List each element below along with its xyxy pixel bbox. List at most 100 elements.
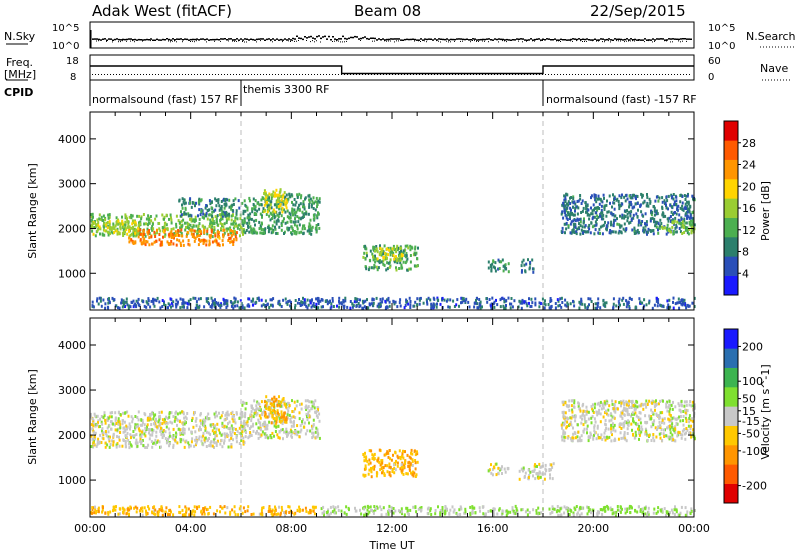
scatter-cell-3 xyxy=(389,474,392,478)
scatter-cell-1 xyxy=(245,431,247,434)
scatter-cell-2 xyxy=(284,419,287,423)
scatter-cell-3 xyxy=(367,462,370,466)
noise-sample xyxy=(420,38,422,40)
scatter-cell-0 xyxy=(166,416,169,420)
scatter-cell-10 xyxy=(605,203,608,207)
scatter-cell-12 xyxy=(371,298,374,302)
scatter-cell-0 xyxy=(235,434,238,438)
scatter-cell-2 xyxy=(282,397,285,401)
scatter-cell-10 xyxy=(653,206,656,210)
scatter-cell-4 xyxy=(497,466,500,470)
scatter-cell-3 xyxy=(388,449,391,452)
nave-sample xyxy=(179,74,180,75)
scatter-cell-1 xyxy=(139,232,142,236)
noise-sample xyxy=(230,38,232,40)
scatter-cell-12 xyxy=(685,306,688,310)
nave-sample xyxy=(233,74,234,75)
scatter-cell-10 xyxy=(586,230,589,234)
nave-sample xyxy=(158,74,159,75)
scatter-cell-10 xyxy=(675,225,678,229)
scatter-cell-10 xyxy=(585,230,587,234)
scatter-cell-3 xyxy=(392,453,394,457)
nave-sample xyxy=(569,74,570,75)
noise-sample xyxy=(372,37,374,39)
scatter-cell-4 xyxy=(297,220,300,224)
scatter-cell-0 xyxy=(184,228,187,232)
scatter-cell-4 xyxy=(491,467,494,471)
scatter-cell-10 xyxy=(676,207,679,211)
scatter-cell-10 xyxy=(588,223,591,227)
scatter-cell-1 xyxy=(206,229,209,233)
scatter-cell-2 xyxy=(276,403,279,407)
nave-sample xyxy=(239,74,240,75)
scatter-cell-11 xyxy=(676,220,679,224)
scatter-cell-10 xyxy=(688,216,691,220)
scatter-cell-0 xyxy=(242,436,245,440)
scatter-cell-12 xyxy=(588,303,590,307)
scatter-cell-10 xyxy=(642,201,645,205)
scatter-cell-10 xyxy=(683,217,686,221)
scatter-cell-10 xyxy=(606,199,608,203)
scatter-cell-10 xyxy=(581,199,584,203)
scatter-cell-12 xyxy=(97,302,100,306)
scatter-cell-1 xyxy=(231,230,234,233)
nave-sample xyxy=(476,74,477,75)
scatter-cell-6 xyxy=(375,265,378,269)
nave-sample xyxy=(563,74,564,75)
scatter-cell-4 xyxy=(302,224,304,228)
scatter-cell-10 xyxy=(628,203,631,207)
scatter-cell-1 xyxy=(281,422,284,426)
nave-sample xyxy=(200,74,201,75)
scatter-cell-3 xyxy=(382,469,385,473)
scatter-cell-4 xyxy=(243,199,246,203)
scatter-cell-12 xyxy=(99,296,102,300)
scatter-cell-0 xyxy=(174,417,177,421)
scatter-cell-5 xyxy=(274,210,277,214)
scatter-cell-12 xyxy=(429,298,432,302)
scatter-cell-12 xyxy=(485,297,488,301)
scatter-cell-10 xyxy=(579,197,582,201)
scatter-cell-1 xyxy=(315,409,318,413)
scatter-cell-10 xyxy=(576,212,579,216)
scatter-cell-11 xyxy=(688,222,691,226)
scatter-cell-12 xyxy=(326,299,328,303)
scatter-cell-6 xyxy=(397,246,399,250)
scatter-cell-0 xyxy=(224,413,227,417)
scatter-cell-4 xyxy=(308,194,311,198)
scatter-cell-10 xyxy=(620,230,622,234)
nave-sample xyxy=(317,74,318,75)
chart-title: Adak West (fitACF) xyxy=(92,2,232,20)
scatter-cell-12 xyxy=(289,304,292,308)
scatter-cell-6 xyxy=(600,407,603,411)
nave-sample xyxy=(269,74,270,75)
scatter-cell-10 xyxy=(642,228,645,232)
scatter-cell-1 xyxy=(227,233,230,237)
scatter-cell-1 xyxy=(217,242,220,246)
scatter-cell-0 xyxy=(96,440,99,444)
scatter-cell-12 xyxy=(394,300,397,304)
scatter-cell-5 xyxy=(275,193,278,197)
noise-sample xyxy=(550,39,552,41)
scatter-cell-12 xyxy=(507,296,510,300)
scatter-cell-4 xyxy=(270,197,273,200)
scatter-cell-1 xyxy=(128,236,131,240)
scatter-cell-0 xyxy=(238,442,241,445)
scatter-cell-0 xyxy=(91,212,94,216)
scatter-cell-1 xyxy=(151,242,154,246)
scatter-cell-12 xyxy=(621,298,624,302)
search-noise-sample xyxy=(174,40,175,42)
scatter-cell-0 xyxy=(227,413,230,417)
scatter-cell-10 xyxy=(655,195,658,199)
scatter-cell-0 xyxy=(168,415,171,419)
scatter-cell-8 xyxy=(494,269,497,273)
scatter-cell-0 xyxy=(178,420,181,424)
scatter-cell-12 xyxy=(590,300,593,303)
noise-sample xyxy=(164,39,166,41)
nave-sample xyxy=(548,74,549,75)
scatter-cell-3 xyxy=(409,456,412,460)
scatter-cell-12 xyxy=(560,305,563,309)
scatter-cell-1 xyxy=(180,228,183,232)
scatter-cell-0 xyxy=(101,218,104,222)
scatter-cell-11 xyxy=(661,225,663,229)
scatter-cell-0 xyxy=(223,222,226,226)
